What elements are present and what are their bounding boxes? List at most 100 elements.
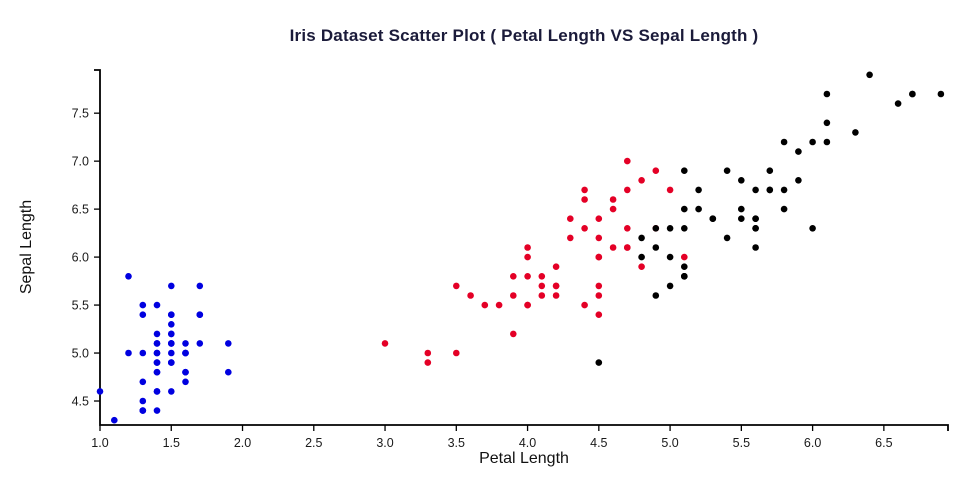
data-point-virginica (666, 225, 674, 232)
data-point-virginica (823, 119, 831, 127)
data-point-setosa (168, 321, 175, 328)
data-point-versicolor (510, 330, 517, 338)
data-point-versicolor (609, 205, 617, 213)
data-point-versicolor (581, 186, 588, 194)
data-point-setosa (153, 340, 161, 347)
data-point-setosa (168, 311, 175, 319)
data-point-virginica (823, 138, 831, 146)
data-point-versicolor (581, 301, 588, 309)
x-tick-label: 3.0 (376, 436, 393, 450)
data-point-versicolor (538, 282, 546, 290)
data-point-versicolor (666, 186, 674, 194)
data-point-virginica (795, 148, 802, 155)
data-point-setosa (153, 301, 161, 309)
data-point-virginica (709, 215, 717, 222)
data-point-versicolor (638, 263, 645, 271)
x-tick-label: 3.5 (448, 436, 465, 450)
data-point-setosa (168, 349, 175, 357)
data-point-virginica (652, 292, 660, 299)
y-tick-label: 5.5 (72, 299, 89, 313)
data-point-versicolor (481, 301, 489, 309)
data-point-virginica (738, 215, 745, 222)
data-point-setosa (182, 340, 189, 347)
data-point-versicolor (595, 282, 603, 290)
data-point-setosa (125, 273, 132, 280)
data-point-virginica (780, 205, 788, 213)
data-point-setosa (168, 388, 175, 395)
data-point-setosa (182, 349, 189, 357)
data-point-setosa (125, 349, 132, 357)
x-tick-label: 1.5 (163, 436, 180, 450)
data-point-setosa (139, 301, 147, 309)
data-point-versicolor (552, 292, 560, 299)
data-point-versicolor (595, 215, 603, 222)
x-tick-label: 6.0 (804, 436, 821, 450)
data-point-setosa (139, 311, 147, 319)
data-point-versicolor (524, 273, 531, 280)
data-point-virginica (752, 186, 759, 194)
data-point-versicolor (510, 273, 517, 280)
data-point-versicolor (624, 157, 631, 165)
data-point-versicolor (524, 301, 531, 309)
data-point-virginica (723, 167, 731, 174)
data-point-virginica (766, 186, 774, 194)
data-point-versicolor (624, 186, 631, 194)
y-tick-label: 4.5 (72, 395, 89, 409)
data-point-setosa (139, 397, 147, 405)
data-point-setosa (111, 416, 118, 424)
y-tick-label: 6.0 (72, 251, 89, 265)
data-point-setosa (96, 388, 104, 395)
data-point-virginica (852, 129, 859, 136)
data-point-versicolor (609, 196, 617, 203)
data-point-versicolor (638, 177, 645, 184)
data-point-virginica (894, 100, 902, 107)
data-point-versicolor (624, 244, 631, 251)
data-point-versicolor (538, 292, 546, 299)
data-point-virginica (681, 273, 688, 280)
data-point-setosa (153, 388, 161, 395)
data-point-versicolor (552, 282, 560, 290)
data-point-setosa (168, 282, 175, 290)
data-point-virginica (752, 225, 759, 232)
data-point-setosa (182, 378, 189, 386)
data-point-virginica (866, 71, 873, 79)
data-point-versicolor (467, 292, 474, 299)
data-point-virginica (652, 244, 660, 251)
data-point-virginica (666, 282, 674, 290)
data-point-setosa (168, 359, 175, 366)
data-point-versicolor (552, 263, 560, 271)
data-point-virginica (595, 359, 603, 366)
data-point-virginica (652, 225, 660, 232)
data-point-virginica (809, 138, 816, 146)
data-point-virginica (937, 90, 945, 98)
x-tick-label: 5.0 (661, 436, 678, 450)
x-tick-label: 5.5 (733, 436, 750, 450)
data-point-virginica (780, 138, 788, 146)
x-tick-label: 4.0 (519, 436, 536, 450)
chart-title: Iris Dataset Scatter Plot ( Petal Length… (289, 26, 759, 45)
data-point-versicolor (609, 244, 617, 251)
data-point-setosa (153, 330, 161, 338)
data-point-virginica (723, 234, 731, 242)
data-point-setosa (225, 340, 232, 347)
data-point-virginica (681, 263, 688, 271)
data-point-versicolor (424, 359, 432, 366)
data-point-versicolor (652, 167, 660, 174)
y-tick-label: 6.5 (72, 203, 89, 217)
data-point-setosa (153, 349, 161, 357)
data-point-virginica (752, 244, 759, 251)
data-point-versicolor (581, 196, 588, 203)
data-point-setosa (153, 368, 161, 376)
data-point-versicolor (510, 292, 517, 299)
y-tick-label: 5.0 (72, 347, 89, 361)
data-point-setosa (196, 311, 204, 319)
data-point-versicolor (524, 253, 531, 261)
data-point-virginica (909, 90, 916, 98)
data-point-virginica (795, 177, 802, 184)
data-point-versicolor (595, 292, 603, 299)
data-point-virginica (681, 205, 688, 213)
data-point-virginica (780, 186, 788, 194)
data-point-virginica (695, 205, 702, 213)
y-tick-label: 7.5 (72, 107, 89, 121)
